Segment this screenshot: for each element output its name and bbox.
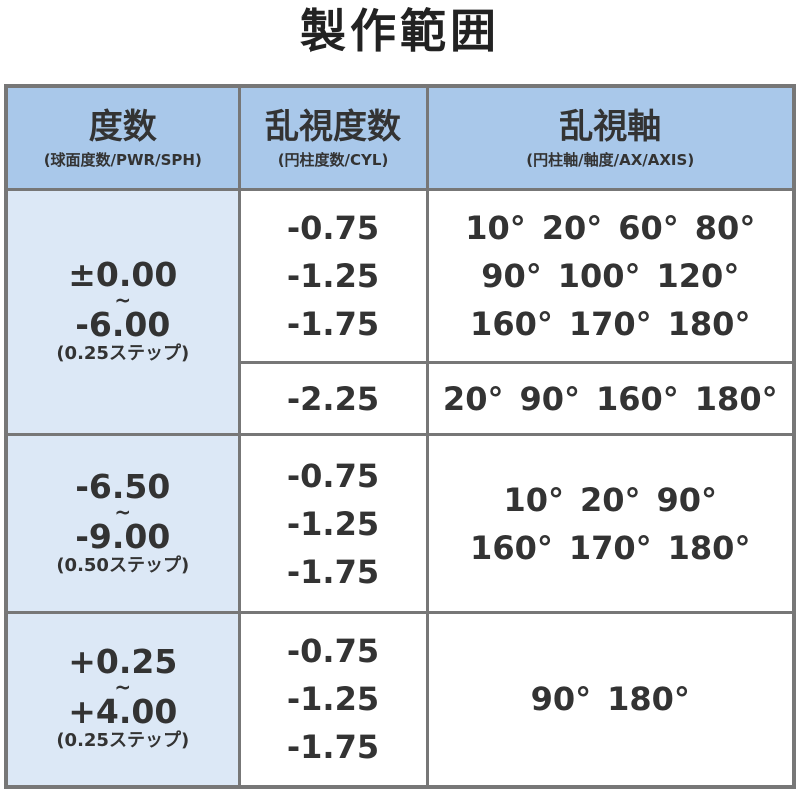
axis-line: 90° 180° bbox=[429, 675, 793, 723]
header-row: 度数 (球面度数/PWR/SPH) 乱視度数 (円柱度数/CYL) 乱視軸 (円柱軸/… bbox=[4, 84, 796, 191]
header-cyl: 乱視度数 (円柱度数/CYL) bbox=[237, 84, 429, 191]
sph-to: +4.00 bbox=[68, 692, 178, 732]
header-sph: 度数 (球面度数/PWR/SPH) bbox=[4, 84, 241, 191]
sph-to: -6.00 bbox=[75, 305, 171, 344]
cyl-value: -0.75 bbox=[286, 632, 380, 671]
axis-value: 10° bbox=[503, 480, 564, 519]
sph-range-cell: +0.25 ~ +4.00 (0.25ステップ) bbox=[4, 611, 241, 788]
header-sublabel: (円柱度数/CYL) bbox=[277, 151, 389, 169]
axis-value: 20° bbox=[579, 480, 641, 519]
axis-value: 180° bbox=[694, 379, 778, 418]
cyl-value: -1.25 bbox=[286, 257, 380, 295]
sph-range-cell: -6.50 ~ -9.00 (0.50ステップ) bbox=[4, 433, 241, 614]
header-label: 乱視度数 bbox=[265, 107, 401, 147]
axis-value: 90° bbox=[519, 379, 580, 418]
cyl-value: -0.75 bbox=[286, 209, 380, 247]
table-row: -2.25 20° 90° 160° 180° bbox=[6, 361, 796, 436]
axis-value: 180° bbox=[667, 528, 751, 567]
cyl-cell: -2.25 bbox=[237, 361, 429, 436]
table-row: -6.50 ~ -9.00 (0.50ステップ) -0.75 -1.25 -1.75 10° 2… bbox=[4, 433, 796, 614]
axis-value: 120° bbox=[656, 257, 740, 295]
range-tilde: ~ bbox=[114, 288, 132, 312]
table-row: +0.25 ~ +4.00 (0.25ステップ) -0.75 -1.25 -1.75 90° 1… bbox=[4, 611, 796, 788]
production-range-table: 度数 (球面度数/PWR/SPH) 乱視度数 (円柱度数/CYL) 乱視軸 (円柱軸/… bbox=[4, 84, 796, 789]
cyl-value: -0.75 bbox=[286, 456, 380, 495]
axis-value: 10° bbox=[465, 209, 526, 247]
axis-value: 100° bbox=[557, 257, 641, 295]
cyl-value: -1.25 bbox=[286, 504, 380, 543]
axis-cell: 10° 20° 60° 80° 90° 100° 120° 160° 170° 180° bbox=[425, 188, 796, 364]
axis-line: 160° 170° 180° bbox=[429, 524, 793, 572]
sph-range-cell: ±0.00 ~ -6.00 (0.25ステップ) bbox=[4, 188, 241, 436]
axis-value: 90° bbox=[530, 680, 592, 719]
sph-from: +0.25 bbox=[68, 642, 178, 682]
axis-value: 180° bbox=[667, 305, 751, 343]
header-label: 乱視軸 bbox=[559, 107, 662, 147]
axis-cell: 10° 20° 90° 160° 170° 180° bbox=[425, 433, 796, 614]
axis-value: 160° bbox=[470, 528, 553, 567]
axis-value: 20° bbox=[541, 209, 603, 247]
axis-value: 180° bbox=[607, 680, 690, 719]
axis-line: 90° 100° 120° bbox=[429, 252, 793, 300]
axis-value: 80° bbox=[694, 209, 756, 247]
axis-value: 60° bbox=[618, 209, 679, 247]
cyl-value: -1.75 bbox=[286, 552, 380, 591]
axis-line: 10° 20° 60° 80° bbox=[429, 204, 793, 252]
header-label: 度数 bbox=[88, 107, 157, 147]
cyl-cell: -0.75 -1.25 -1.75 bbox=[237, 188, 429, 364]
axis-value: 160° bbox=[470, 305, 553, 343]
page-title: 製作範囲 bbox=[300, 4, 500, 58]
axis-value: 170° bbox=[568, 305, 652, 343]
axis-value: 170° bbox=[568, 528, 652, 567]
axis-value: 90° bbox=[656, 480, 718, 519]
cyl-value: -2.25 bbox=[286, 379, 380, 418]
cyl-value: -1.75 bbox=[286, 305, 380, 343]
axis-line: 20° 90° 160° 180° bbox=[429, 375, 793, 423]
range-tilde: ~ bbox=[114, 499, 132, 524]
cyl-value: -1.75 bbox=[286, 728, 380, 767]
axis-line: 10° 20° 90° bbox=[429, 476, 793, 524]
table-row: ±0.00 ~ -6.00 (0.25ステップ) -0.75 -1.25 -1.75 10° 2… bbox=[4, 188, 796, 436]
step-label: (0.25ステップ) bbox=[56, 730, 190, 752]
range-tilde: ~ bbox=[114, 675, 132, 700]
step-label: (0.25ステップ) bbox=[56, 343, 190, 364]
cyl-cell: -0.75 -1.25 -1.75 bbox=[237, 433, 429, 614]
sph-from: ±0.00 bbox=[68, 255, 178, 294]
axis-line: 160° 170° 180° bbox=[429, 300, 793, 348]
axis-cell: 20° 90° 160° 180° bbox=[425, 361, 796, 436]
header-sublabel: (円柱軸/軸度/AX/AXIS) bbox=[526, 151, 695, 169]
axis-cell: 90° 180° bbox=[425, 611, 796, 788]
cyl-cell: -0.75 -1.25 -1.75 bbox=[237, 611, 429, 788]
step-label: (0.50ステップ) bbox=[56, 554, 190, 576]
sph-to: -9.00 bbox=[75, 516, 171, 556]
cyl-value: -1.25 bbox=[286, 680, 380, 719]
axis-value: 90° bbox=[481, 257, 542, 295]
header-axis: 乱視軸 (円柱軸/軸度/AX/AXIS) bbox=[425, 84, 796, 191]
sph-from: -6.50 bbox=[75, 466, 171, 506]
axis-value: 160° bbox=[595, 379, 679, 418]
axis-value: 20° bbox=[442, 379, 504, 418]
header-sublabel: (球面度数/PWR/SPH) bbox=[43, 151, 202, 169]
